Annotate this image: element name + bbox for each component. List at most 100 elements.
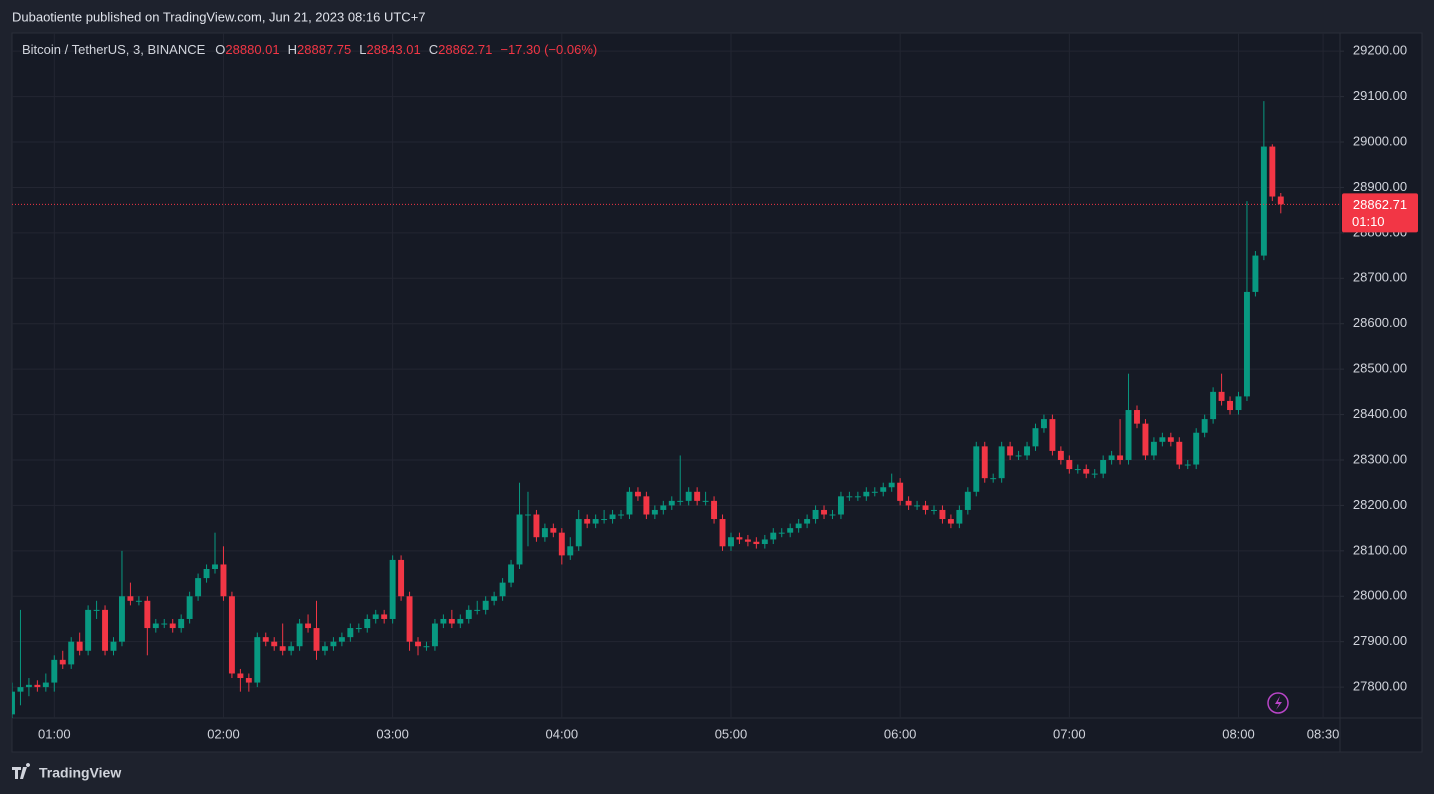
candle-body xyxy=(406,596,413,642)
candle-body xyxy=(254,637,261,683)
time-axis: 01:00 02:00 03:00 04:00 05:00 06:00 07:00 08:00… xyxy=(38,726,1339,741)
candle-body xyxy=(1125,410,1132,460)
candle-body xyxy=(161,623,168,625)
candle-body xyxy=(1117,455,1124,460)
y-tick-label: 28700.00 xyxy=(1353,270,1407,285)
candle-body xyxy=(398,559,405,597)
candle-body xyxy=(347,628,354,638)
candle-body xyxy=(981,446,988,479)
candle-body xyxy=(1269,146,1276,197)
candle-body xyxy=(609,514,616,520)
candle-body xyxy=(880,487,887,492)
x-tick-label: 08:00 xyxy=(1222,726,1255,741)
candle-body xyxy=(203,569,210,579)
y-tick-label: 28300.00 xyxy=(1353,451,1407,466)
logo-mark xyxy=(12,763,31,779)
candle-body xyxy=(550,528,557,533)
candle-body xyxy=(685,491,692,501)
candle-body xyxy=(499,582,506,597)
candle-body xyxy=(905,500,912,506)
candle-body xyxy=(787,528,794,533)
last-price-label: 28862.71 xyxy=(1353,197,1407,212)
alert-icon[interactable] xyxy=(1267,692,1289,714)
candle-body xyxy=(871,491,878,493)
candle-body xyxy=(119,596,125,642)
candles xyxy=(12,101,1284,718)
candle-body xyxy=(804,519,811,524)
candle-body xyxy=(854,496,861,498)
candle-body xyxy=(262,637,269,642)
candle-body xyxy=(1108,455,1115,460)
ohlc-key: L xyxy=(359,42,366,57)
y-tick-label: 28500.00 xyxy=(1353,361,1407,376)
candle-body xyxy=(533,514,540,538)
last-price-tag xyxy=(1342,193,1418,233)
candle-body xyxy=(186,596,193,619)
candle-body xyxy=(1201,419,1208,433)
candle-body xyxy=(93,609,100,611)
candle-body xyxy=(372,614,379,619)
candle-body xyxy=(575,519,582,547)
candle-body xyxy=(465,609,472,619)
y-tick-label: 28200.00 xyxy=(1353,497,1407,512)
candle-body xyxy=(431,623,438,647)
candle-body xyxy=(1210,391,1217,420)
candle-body xyxy=(474,609,481,611)
candle-body xyxy=(1167,437,1174,442)
ohlc-value: 28862.71 xyxy=(438,42,492,57)
candle-body xyxy=(34,684,41,688)
candle-body xyxy=(1159,437,1166,442)
alert-icon-bolt xyxy=(1275,696,1282,710)
candle-body xyxy=(1091,473,1098,475)
candle-body xyxy=(381,614,388,619)
price-axis: 27800.00 27900.00 28000.00 28100.00 28200.00… xyxy=(1340,43,1407,694)
logo-text: TradingView xyxy=(39,765,121,781)
candle-body xyxy=(457,618,464,624)
candle-body xyxy=(643,496,650,515)
candle-body xyxy=(990,478,997,480)
y-tick-label: 29200.00 xyxy=(1353,43,1407,58)
y-tick-label: 27900.00 xyxy=(1353,633,1407,648)
candle-body xyxy=(212,564,218,570)
candle-body xyxy=(245,678,252,683)
candle-body xyxy=(634,491,641,497)
candle-body xyxy=(914,505,921,507)
candle-body xyxy=(51,659,58,683)
candle-body xyxy=(76,641,83,651)
candle-body xyxy=(558,532,565,556)
candle-body xyxy=(618,514,624,516)
publish-header: Dubaotiente published on TradingView.com… xyxy=(12,9,426,24)
candle-body xyxy=(947,519,954,524)
candle-body xyxy=(939,509,946,520)
candle-body xyxy=(601,519,608,521)
candle-body xyxy=(711,500,718,520)
ohlc-value: 28887.75 xyxy=(297,42,351,57)
candle-body xyxy=(812,509,819,520)
candle-body xyxy=(744,539,751,542)
candle-body xyxy=(389,559,396,619)
candle-body xyxy=(364,618,371,629)
candle-body xyxy=(415,641,421,647)
y-tick-label: 28100.00 xyxy=(1353,542,1407,557)
x-tick-label: 01:00 xyxy=(38,726,71,741)
x-tick-label: 02:00 xyxy=(207,726,240,741)
candle-body xyxy=(1100,459,1107,474)
candle-body xyxy=(821,509,827,515)
candle-body xyxy=(102,609,109,651)
candle-body xyxy=(279,646,286,651)
x-tick-label: 05:00 xyxy=(715,726,748,741)
candle-body xyxy=(1218,391,1225,401)
tradingview-logo: TradingView xyxy=(12,763,121,781)
candle-body xyxy=(152,623,159,629)
ohlc-key: O xyxy=(215,42,225,57)
candle-body xyxy=(1243,291,1250,397)
candle-body xyxy=(795,523,802,529)
candle-body xyxy=(228,596,235,674)
candle-body xyxy=(169,623,176,629)
y-tick-label: 29100.00 xyxy=(1353,88,1407,103)
change-label: −17.30 (−0.06%) xyxy=(500,42,597,57)
candle-body xyxy=(59,659,66,665)
candle-body xyxy=(964,491,971,510)
candle-body xyxy=(778,532,785,534)
